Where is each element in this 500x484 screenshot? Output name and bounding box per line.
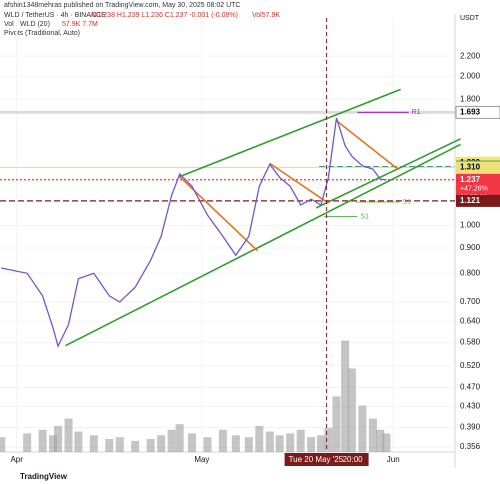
volume-bar — [231, 435, 240, 452]
price-badge-label: 1.121 — [460, 196, 481, 205]
y-tick-label: 0.580 — [460, 337, 481, 346]
volume-bar — [307, 437, 316, 452]
volume-bar — [275, 435, 284, 452]
crosshair-time: 20:00 — [343, 455, 364, 464]
y-tick-label: 0.520 — [460, 361, 481, 370]
volume-bar — [146, 439, 155, 452]
crosshair-label-bg — [284, 453, 369, 466]
volume-bar — [74, 431, 83, 452]
price-badge-label: 1.693 — [460, 108, 481, 117]
volume-bar — [358, 405, 367, 452]
volume-bar — [89, 435, 98, 452]
trendline — [179, 88, 401, 178]
volume-bar — [332, 396, 341, 452]
y-tick-label: 1.800 — [460, 94, 481, 103]
y-tick-label: 0.470 — [460, 383, 481, 392]
y-tick-label: 0.700 — [460, 297, 481, 306]
volume-bar — [341, 340, 350, 452]
volume-bar — [347, 368, 356, 452]
y-tick-label: 0.430 — [460, 402, 481, 411]
y-tick-label: 2.200 — [460, 51, 481, 60]
y-tick-label: 1.000 — [460, 221, 481, 230]
x-tick-label: Apr — [10, 455, 23, 464]
volume-bar — [157, 435, 166, 452]
trendline — [335, 120, 400, 171]
price-badge-label: 1.237 — [460, 175, 481, 184]
volume-bar — [105, 439, 114, 452]
pivots-study: Pivots (Traditional, Auto) — [4, 30, 80, 37]
volume-bar — [64, 418, 73, 452]
price-badge-label: 1.310 — [460, 163, 481, 172]
volume-bar — [324, 427, 333, 452]
volume-bar — [175, 424, 184, 452]
publisher: afshin1348mehras published on TradingVie… — [4, 2, 240, 9]
x-tick-label: May — [194, 455, 209, 464]
volume-bar — [376, 429, 385, 452]
price-line-series — [1, 117, 387, 348]
volume-bar — [244, 437, 253, 452]
volume-bar — [115, 437, 124, 452]
pivot-label: S1 — [402, 199, 411, 206]
volume-bar — [255, 426, 264, 452]
volume-bar — [218, 429, 227, 452]
volume-bar — [0, 437, 6, 452]
volume-bar — [188, 433, 197, 452]
footer-logo: TradingView — [20, 472, 68, 481]
y-tick-label: 0.900 — [460, 243, 481, 252]
price-badge — [456, 161, 500, 174]
price-badge — [456, 194, 500, 207]
trendline — [179, 176, 258, 252]
y-axis-label: USDT — [460, 15, 480, 22]
y-tick-label: 2.000 — [460, 72, 481, 81]
volume-bar — [265, 431, 274, 452]
trendline — [269, 162, 329, 204]
pivot-label: R1 — [412, 109, 421, 116]
ohlc: O1.238 H1.239 L1.236 C1.237 -0.001 (-0.0… — [92, 12, 238, 19]
volume-bar — [167, 429, 176, 452]
volume-bar — [368, 418, 377, 452]
volume-study-values: 57.9K 7.7M — [62, 21, 98, 28]
volume-value: Vol57.9K — [252, 12, 280, 19]
crosshair-label: Tue 20 May '25 — [289, 455, 344, 464]
volume-bar — [382, 433, 391, 452]
y-tick-label: 0.800 — [460, 268, 481, 277]
y-tick-label: 0.640 — [460, 316, 481, 325]
volume-bar — [317, 435, 326, 452]
volume-bar — [54, 426, 63, 452]
pivot-label: S1 — [360, 213, 369, 220]
volume-study: Vol · WLD (20) — [4, 21, 50, 28]
symbol: WLD / TetherUS · 4h · BINANCE — [4, 12, 106, 19]
y-tick-label: 0.390 — [460, 423, 481, 432]
price-badge — [455, 105, 500, 119]
volume-bar — [296, 429, 305, 452]
volume-bar — [203, 437, 212, 452]
volume-bar — [49, 435, 58, 452]
x-tick-label: Jun — [387, 455, 400, 464]
y-tick-label: 0.356 — [460, 442, 481, 451]
volume-bar — [23, 433, 32, 452]
change-label: +47.26% — [460, 186, 488, 193]
trendline — [65, 143, 461, 347]
volume-bar — [286, 433, 295, 452]
trendline — [315, 138, 461, 209]
volume-bar — [131, 440, 140, 452]
volume-bar — [38, 429, 47, 452]
